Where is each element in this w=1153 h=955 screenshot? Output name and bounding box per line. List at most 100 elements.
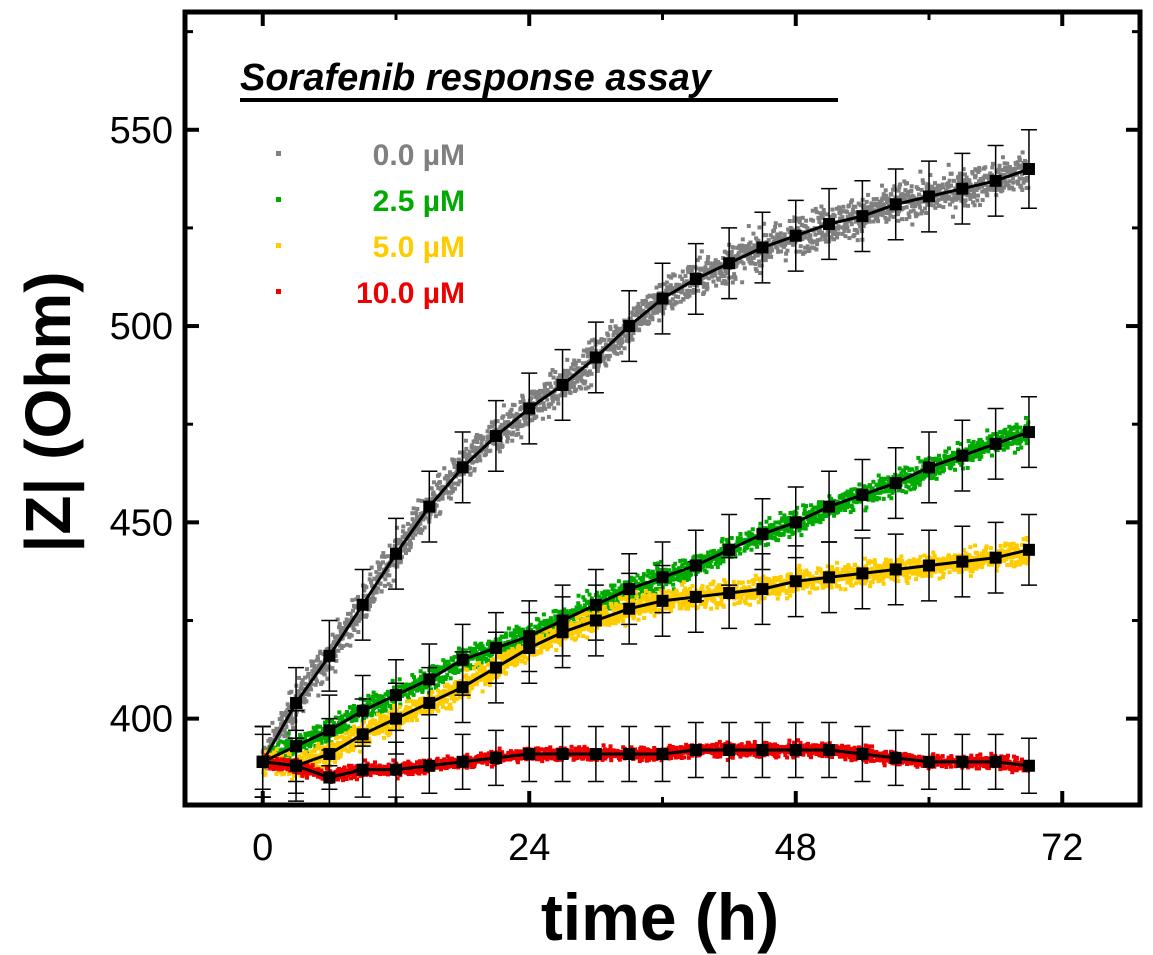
raw-point bbox=[766, 532, 771, 537]
raw-point bbox=[420, 528, 425, 533]
raw-point bbox=[754, 268, 759, 273]
raw-point bbox=[781, 531, 786, 536]
raw-point bbox=[1023, 415, 1028, 420]
raw-point bbox=[633, 579, 638, 584]
raw-point bbox=[947, 446, 951, 451]
raw-point bbox=[841, 209, 846, 214]
raw-point bbox=[669, 303, 674, 308]
raw-point bbox=[672, 273, 677, 278]
raw-point bbox=[763, 258, 768, 263]
raw-point bbox=[742, 266, 747, 271]
raw-point bbox=[478, 433, 483, 438]
raw-point bbox=[986, 176, 991, 181]
raw-point bbox=[850, 198, 855, 203]
raw-point bbox=[1000, 155, 1005, 160]
raw-point bbox=[738, 531, 743, 536]
raw-point bbox=[768, 250, 773, 255]
raw-point bbox=[718, 268, 723, 273]
raw-point bbox=[628, 579, 633, 584]
raw-point bbox=[308, 742, 313, 747]
raw-point bbox=[558, 393, 563, 398]
raw-point bbox=[436, 486, 441, 491]
raw-point bbox=[542, 634, 547, 639]
raw-point bbox=[334, 638, 339, 643]
raw-point bbox=[873, 212, 878, 217]
raw-point bbox=[362, 716, 367, 721]
raw-point bbox=[296, 692, 301, 697]
raw-point bbox=[986, 184, 991, 189]
raw-point bbox=[581, 353, 586, 358]
raw-point bbox=[715, 565, 720, 570]
raw-point bbox=[335, 730, 340, 735]
raw-point bbox=[729, 536, 734, 541]
raw-point bbox=[1010, 176, 1015, 181]
raw-point bbox=[384, 730, 389, 735]
raw-point bbox=[329, 644, 334, 649]
raw-point bbox=[335, 745, 340, 750]
raw-point bbox=[714, 550, 719, 555]
raw-point bbox=[664, 280, 669, 285]
raw-point bbox=[746, 224, 751, 229]
raw-point bbox=[408, 541, 413, 546]
raw-point bbox=[945, 461, 950, 466]
raw-point bbox=[955, 440, 960, 445]
raw-point bbox=[918, 478, 923, 483]
raw-point bbox=[995, 448, 1000, 453]
raw-point bbox=[776, 538, 781, 543]
raw-point bbox=[944, 449, 949, 454]
raw-point bbox=[536, 617, 541, 622]
raw-point bbox=[763, 543, 768, 548]
raw-point bbox=[473, 435, 478, 440]
raw-point bbox=[576, 358, 581, 363]
raw-point bbox=[973, 174, 978, 179]
raw-point bbox=[428, 512, 433, 517]
raw-point bbox=[885, 200, 890, 205]
raw-point bbox=[944, 188, 949, 193]
raw-point bbox=[813, 515, 818, 520]
raw-point bbox=[505, 439, 510, 444]
raw-point bbox=[370, 694, 375, 699]
raw-point bbox=[729, 554, 734, 559]
raw-point bbox=[305, 758, 310, 763]
raw-point bbox=[492, 422, 497, 427]
raw-point bbox=[358, 749, 363, 754]
raw-point bbox=[525, 414, 530, 419]
raw-point bbox=[608, 347, 613, 352]
raw-point bbox=[518, 400, 523, 405]
raw-point bbox=[272, 733, 277, 738]
raw-point bbox=[886, 196, 891, 201]
raw-point bbox=[341, 644, 346, 649]
raw-point bbox=[410, 673, 415, 678]
raw-point bbox=[1007, 179, 1012, 184]
raw-point bbox=[579, 369, 584, 374]
raw-point bbox=[367, 600, 372, 605]
raw-point bbox=[686, 576, 691, 581]
raw-point bbox=[678, 573, 683, 578]
raw-point bbox=[1018, 425, 1023, 430]
raw-point bbox=[306, 754, 311, 759]
raw-point bbox=[659, 305, 664, 310]
raw-point bbox=[437, 472, 442, 477]
raw-point bbox=[337, 622, 342, 627]
raw-point bbox=[528, 398, 533, 403]
raw-point bbox=[303, 750, 308, 755]
raw-point bbox=[512, 403, 517, 408]
raw-point bbox=[401, 524, 406, 529]
raw-point bbox=[650, 317, 655, 322]
raw-point bbox=[313, 682, 318, 687]
raw-point bbox=[644, 304, 649, 309]
raw-point bbox=[850, 505, 855, 510]
raw-point bbox=[337, 625, 342, 630]
raw-point bbox=[643, 313, 648, 318]
raw-point bbox=[512, 631, 517, 636]
raw-point bbox=[691, 290, 696, 295]
raw-point bbox=[905, 181, 910, 186]
raw-point bbox=[991, 432, 996, 437]
raw-point bbox=[555, 397, 560, 402]
raw-point bbox=[333, 635, 338, 640]
raw-point bbox=[1004, 181, 1009, 186]
raw-point bbox=[676, 294, 681, 299]
raw-point bbox=[917, 482, 922, 487]
raw-point bbox=[713, 258, 718, 263]
raw-point bbox=[264, 746, 269, 751]
